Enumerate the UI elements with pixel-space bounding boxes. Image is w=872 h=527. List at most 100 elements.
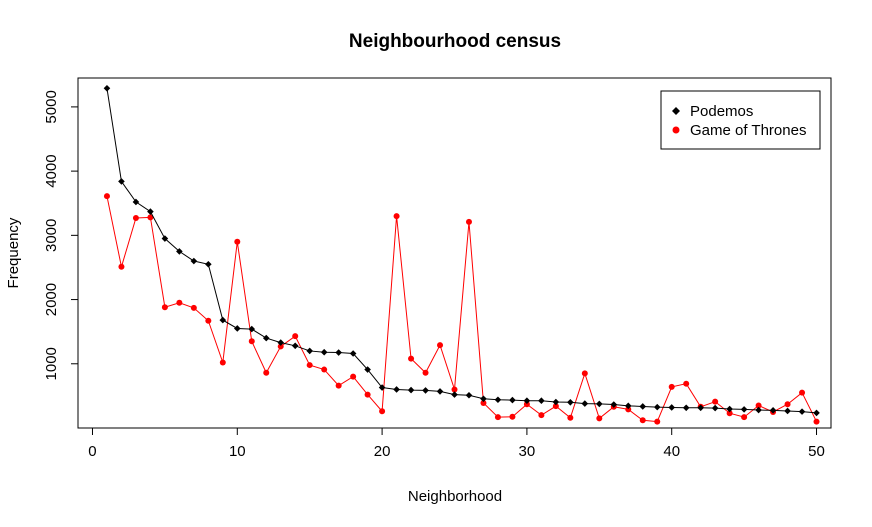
data-point-podemos [118, 178, 125, 185]
x-tick-label: 20 [374, 443, 391, 460]
data-point-podemos [567, 399, 574, 406]
x-tick-label: 50 [808, 443, 825, 460]
data-point-game-of-thrones [393, 213, 400, 220]
data-point-game-of-thrones [509, 413, 516, 420]
y-axis: 1000 2000 3000 4000 5000 [43, 90, 79, 380]
data-point-game-of-thrones [451, 386, 458, 393]
data-point-game-of-thrones [654, 418, 661, 425]
data-point-game-of-thrones [668, 383, 675, 390]
data-point-podemos [306, 347, 313, 355]
data-point-podemos [277, 339, 285, 346]
legend-marker-game-of-thrones [672, 126, 680, 134]
data-point-game-of-thrones [132, 215, 139, 221]
data-point-game-of-thrones [422, 369, 429, 376]
data-point-podemos [610, 401, 618, 408]
data-point-podemos [422, 387, 429, 394]
legend-item-game-of-thrones: Game of Thrones [672, 122, 806, 139]
data-point-game-of-thrones [494, 414, 501, 421]
data-point-game-of-thrones [567, 414, 574, 421]
data-point-game-of-thrones [639, 417, 646, 424]
data-point-game-of-thrones [335, 382, 342, 389]
data-point-podemos [552, 398, 560, 406]
data-point-game-of-thrones [712, 398, 719, 405]
data-point-podemos [335, 349, 342, 356]
data-point-podemos [262, 334, 270, 342]
data-point-game-of-thrones [248, 338, 255, 345]
legend: Podemos Game of Thrones [660, 90, 821, 150]
data-point-game-of-thrones [480, 399, 487, 406]
data-point-podemos [639, 403, 647, 410]
x-axis: 0 10 20 30 40 50 [88, 427, 825, 460]
data-point-game-of-thrones [741, 414, 748, 421]
data-point-podemos [248, 325, 256, 333]
legend-label-game-of-thrones: Game of Thrones [690, 122, 806, 139]
data-point-podemos [682, 404, 690, 412]
data-point-game-of-thrones [465, 218, 472, 225]
data-point-podemos [233, 325, 241, 332]
data-point-podemos [190, 257, 198, 265]
data-point-podemos [176, 248, 183, 255]
data-point-game-of-thrones [538, 412, 545, 419]
data-point-podemos [769, 407, 777, 414]
data-point-game-of-thrones [596, 415, 603, 422]
data-point-game-of-thrones [755, 402, 762, 409]
data-point-podemos [798, 408, 806, 415]
y-axis-label: Frequency [5, 217, 22, 288]
data-point-podemos [581, 400, 589, 407]
data-point-podemos [465, 391, 473, 399]
data-point-podemos [349, 350, 357, 357]
data-point-podemos [219, 316, 227, 324]
data-point-podemos [755, 406, 762, 414]
data-point-game-of-thrones [219, 359, 226, 366]
data-point-podemos [523, 397, 531, 405]
y-tick-label: 1000 [43, 347, 60, 380]
data-point-game-of-thrones [379, 408, 386, 415]
data-point-podemos [320, 348, 328, 356]
data-point-game-of-thrones [103, 193, 110, 200]
data-point-game-of-thrones [277, 343, 284, 350]
data-point-game-of-thrones [625, 406, 632, 413]
data-point-podemos [364, 366, 371, 373]
chart-title: Neighbourhood census [349, 31, 561, 52]
data-point-podemos [378, 384, 386, 391]
data-point-podemos [480, 395, 487, 403]
y-tick-label: 4000 [43, 154, 60, 187]
data-point-game-of-thrones [118, 263, 125, 270]
data-point-podemos [784, 407, 791, 415]
data-point-podemos [596, 400, 603, 408]
data-point-game-of-thrones [350, 373, 357, 380]
data-point-game-of-thrones [234, 238, 241, 245]
series-line-game-of-thrones [106, 196, 817, 423]
x-tick-label: 10 [229, 443, 246, 460]
data-point-game-of-thrones [364, 391, 371, 398]
data-point-podemos [697, 404, 704, 412]
data-point-podemos [509, 396, 516, 404]
legend-box [660, 90, 821, 150]
data-point-podemos [161, 235, 169, 242]
data-point-podemos [436, 388, 444, 395]
data-point-game-of-thrones [799, 389, 806, 396]
x-tick-label: 0 [88, 443, 96, 460]
data-point-game-of-thrones [306, 362, 313, 369]
data-point-podemos [624, 402, 632, 410]
data-point-podemos [291, 342, 299, 350]
y-tick-label: 3000 [43, 219, 60, 252]
data-point-podemos [205, 260, 212, 268]
data-point-podemos [147, 208, 154, 215]
data-point-game-of-thrones [176, 299, 183, 306]
data-point-podemos [813, 409, 820, 417]
data-point-game-of-thrones [581, 370, 588, 377]
data-point-game-of-thrones [190, 304, 197, 311]
data-point-game-of-thrones [321, 366, 328, 373]
x-tick-label: 30 [519, 443, 536, 460]
data-point-game-of-thrones [292, 333, 299, 340]
x-tick-label: 40 [663, 443, 680, 460]
data-point-podemos [538, 397, 545, 405]
data-point-game-of-thrones [147, 214, 154, 221]
data-point-game-of-thrones [726, 410, 733, 417]
data-point-podemos [740, 406, 748, 413]
legend-item-podemos: Podemos [672, 103, 753, 120]
data-point-podemos [726, 405, 733, 413]
data-point-game-of-thrones [523, 401, 530, 408]
